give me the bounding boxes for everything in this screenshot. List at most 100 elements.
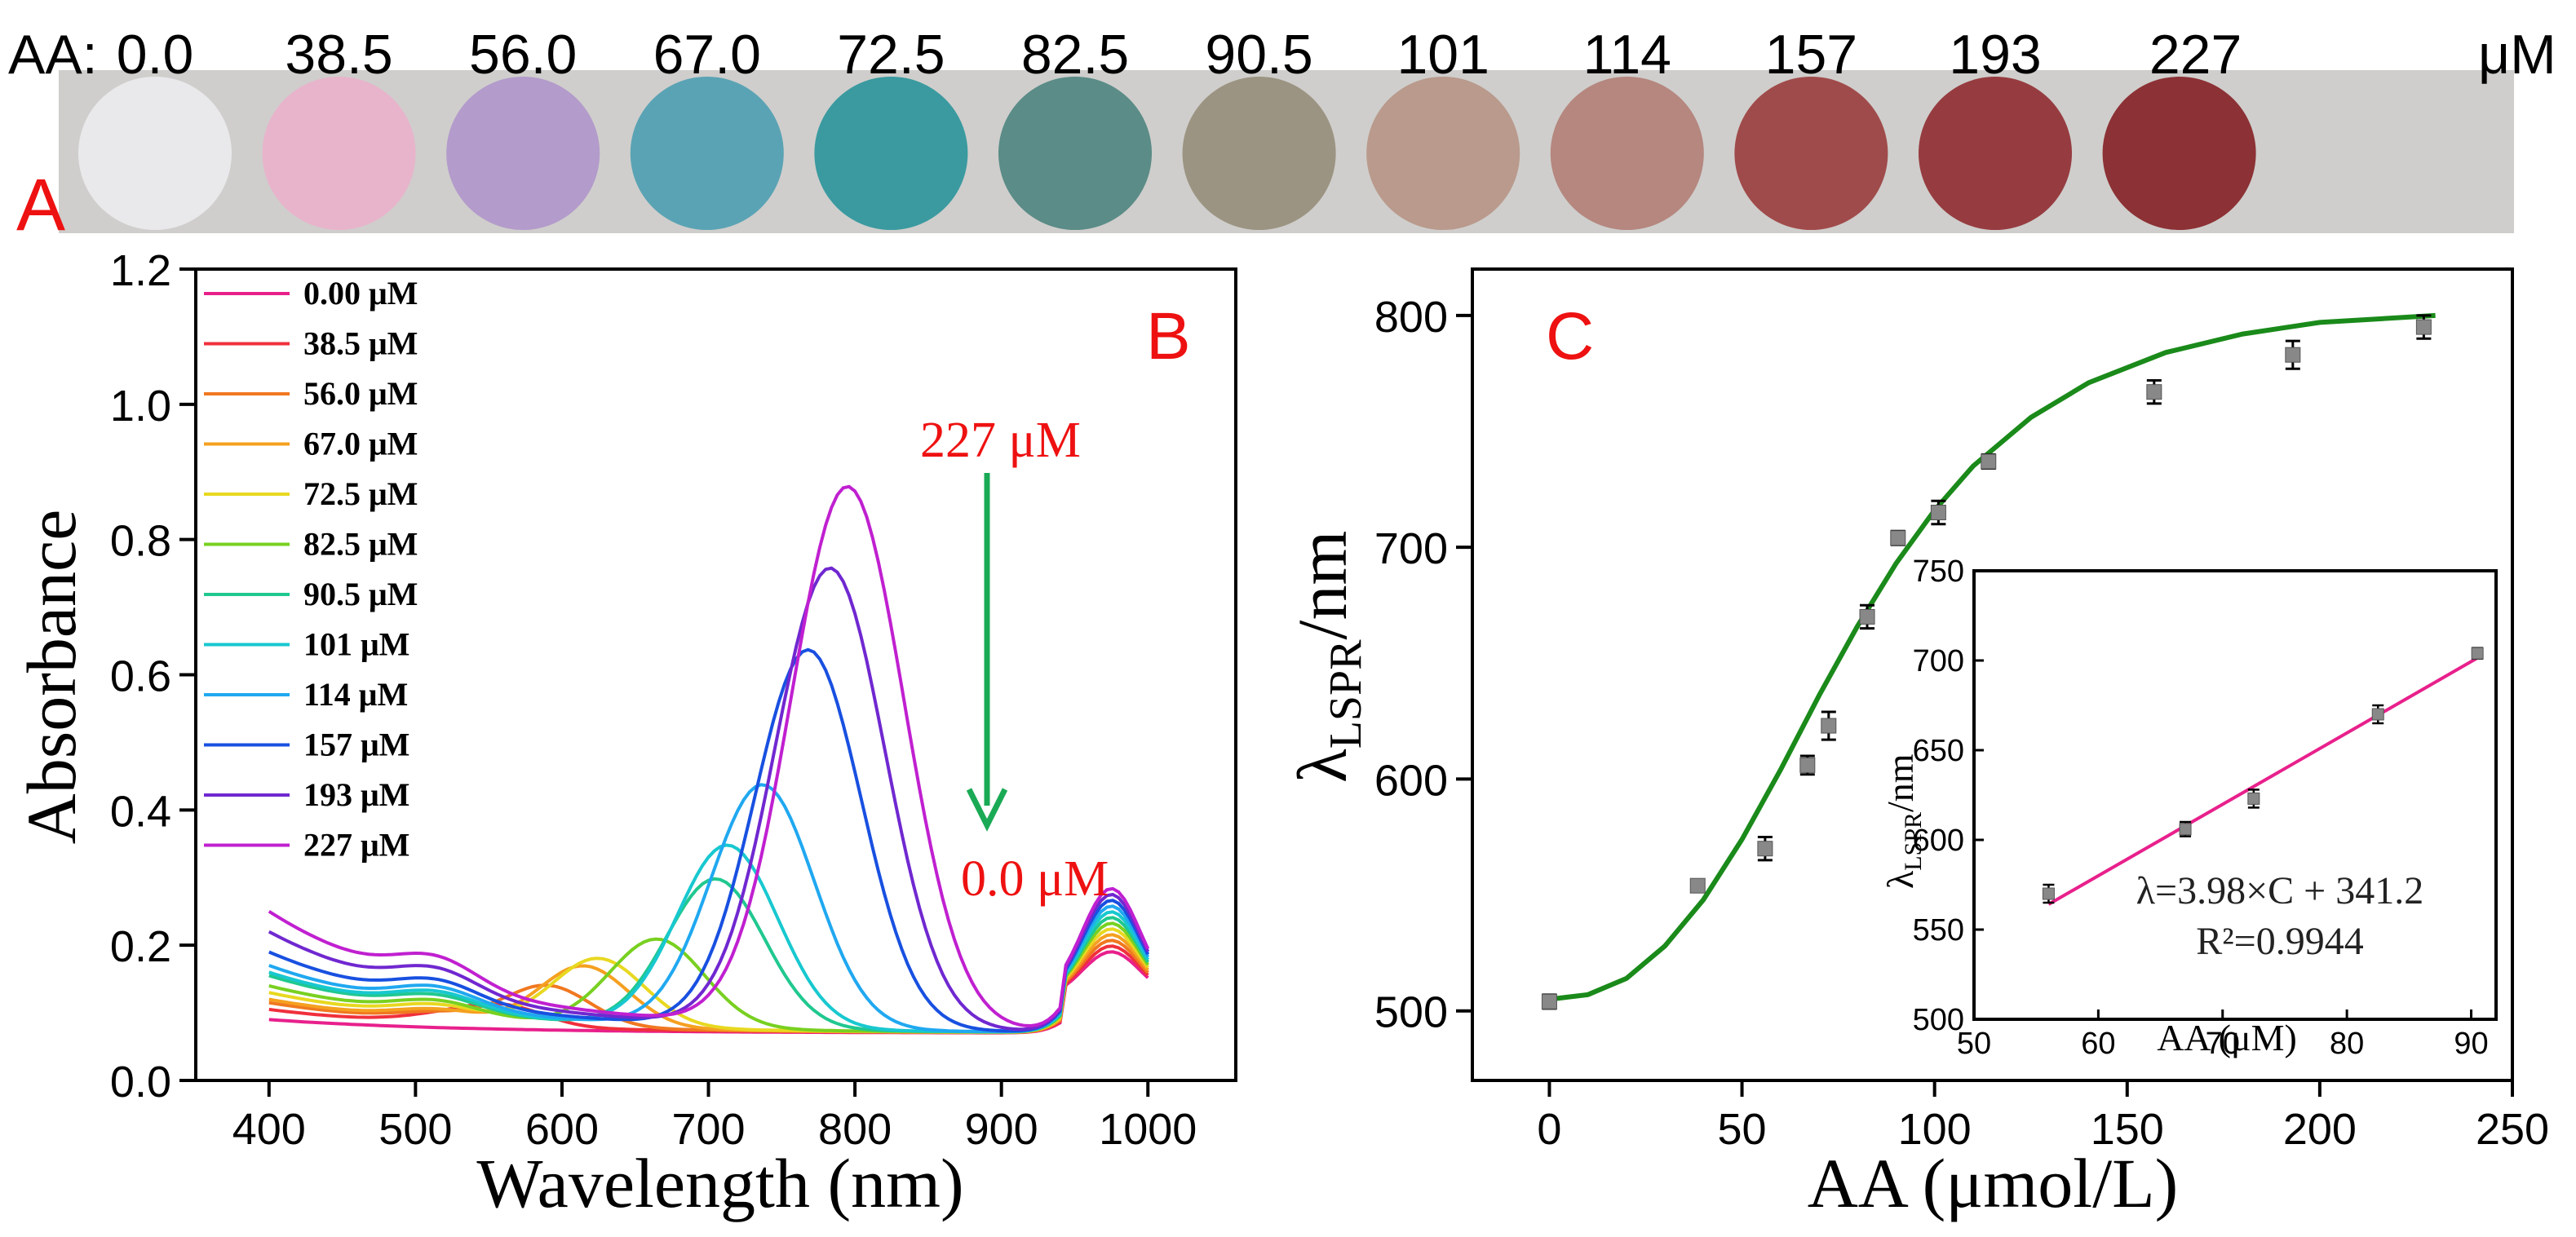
- x-tick-label: 400: [232, 1105, 306, 1154]
- sigmoid-fit-line: [1549, 312, 2436, 1002]
- inset-y-tick-label: 650: [1913, 734, 1964, 768]
- inset-x-axis-title: AA (μM): [2157, 1017, 2297, 1058]
- inset-frame: [1972, 569, 2498, 1021]
- data-point: [2146, 384, 2162, 400]
- x-tick-label: 200: [2283, 1105, 2357, 1154]
- y-tick-label: 1.0: [110, 382, 171, 431]
- y-tick-label: 1.2: [110, 246, 171, 295]
- inset-x-tick-label: 60: [2081, 1027, 2115, 1061]
- y-tick-label: 500: [1374, 988, 1448, 1037]
- paper-spot: [262, 77, 416, 230]
- legend-label: 90.5 μM: [303, 576, 418, 612]
- inset-x-tick-label: 50: [1957, 1027, 1991, 1061]
- inset-x-tick-label: 80: [2330, 1027, 2364, 1061]
- inset-y-tick-label: 550: [1913, 913, 1964, 948]
- legend-label: 67.0 μM: [303, 426, 418, 462]
- inset-y-tick-label: 700: [1913, 644, 1964, 678]
- concentration-label: 56.0: [469, 24, 577, 86]
- concentration-label: 114: [1583, 24, 1671, 86]
- panel-b-letter: B: [1146, 299, 1191, 373]
- concentration-label: 67.0: [653, 24, 761, 86]
- panel-c-frame: [1471, 267, 2514, 1082]
- y-axis-title: Absorbance: [12, 510, 91, 845]
- paper-spot: [998, 77, 1152, 230]
- data-point: [1757, 841, 1773, 857]
- x-tick-label: 150: [2091, 1105, 2164, 1154]
- concentration-label: 0.0: [117, 24, 194, 86]
- concentration-label: 90.5: [1205, 24, 1312, 86]
- y-tick-label: 0.8: [110, 517, 171, 566]
- spectrum-line: [268, 566, 1150, 1032]
- y-tick-label: 0.2: [110, 922, 171, 971]
- paper-spot: [1550, 77, 1704, 230]
- legend-label: 193 μM: [303, 776, 409, 813]
- paper-spot: [1919, 77, 2072, 230]
- data-point: [2415, 319, 2432, 335]
- legend-label: 227 μM: [303, 827, 409, 864]
- legend-label: 38.5 μM: [303, 325, 418, 362]
- y-tick-label: 700: [1374, 524, 1448, 573]
- x-tick-label: 700: [671, 1105, 745, 1154]
- x-tick-label: 800: [818, 1105, 892, 1154]
- legend-label: 56.0 μM: [303, 375, 418, 412]
- data-point: [1821, 718, 1837, 734]
- y-tick-label: 0.0: [110, 1058, 171, 1107]
- data-point: [1689, 877, 1706, 894]
- paper-spot: [78, 77, 232, 230]
- inset-y-axis-title: λLSPR/nm: [1879, 753, 1927, 889]
- concentration-label: 38.5: [285, 24, 392, 86]
- paper-spot: [814, 77, 968, 230]
- panel-a-letter: A: [16, 165, 65, 246]
- data-point: [1541, 993, 1557, 1009]
- paper-spot: [1734, 77, 1888, 230]
- y-tick-label: 0.4: [110, 787, 171, 836]
- inset-data-point: [2371, 708, 2384, 721]
- legend-label: 0.00 μM: [303, 275, 418, 311]
- paper-spot: [630, 77, 784, 230]
- spectrum-line: [268, 647, 1150, 1033]
- inset-y-tick-label: 500: [1913, 1003, 1964, 1037]
- paper-spot: [1366, 77, 1520, 230]
- x-tick-label: 250: [2476, 1105, 2549, 1154]
- annotation-top: 227 μM: [920, 413, 1081, 468]
- data-point: [1799, 757, 1816, 773]
- concentration-label: 101: [1396, 24, 1489, 86]
- data-point: [1859, 608, 1875, 625]
- fit-equation: λ=3.98×C + 341.2: [2136, 869, 2424, 912]
- inset-data-point: [2179, 823, 2192, 836]
- x-axis-title: Wavelength (nm): [476, 1144, 963, 1222]
- data-point: [1890, 530, 1906, 546]
- data-point: [2285, 347, 2301, 363]
- linear-fit-line: [2047, 656, 2479, 906]
- x-axis-title: AA (μmol/L): [1808, 1144, 2179, 1222]
- y-tick-label: 0.6: [110, 652, 171, 701]
- legend-label: 72.5 μM: [303, 475, 418, 512]
- paper-spot: [446, 77, 600, 230]
- aa-prefix: AA:: [8, 24, 98, 86]
- concentration-label: 157: [1765, 24, 1857, 86]
- data-point: [1981, 453, 1997, 470]
- y-axis-title: λLSPR/nm: [1283, 531, 1371, 783]
- x-tick-label: 500: [378, 1105, 452, 1154]
- concentration-label: 82.5: [1021, 24, 1129, 86]
- inset-data-point: [2042, 887, 2055, 900]
- panel-c-letter: C: [1546, 299, 1594, 373]
- concentration-label: 193: [1949, 24, 2041, 86]
- x-tick-label: 0: [1537, 1105, 1561, 1154]
- inset-data-point: [2471, 647, 2484, 660]
- panel-b-chart: 400 500 600 700 800 900 1000 0.0 0.2 0.4 0.6 0.8 1.0…: [12, 246, 1237, 1222]
- paper-spot: [1182, 77, 1336, 230]
- paper-spot: [2102, 77, 2256, 230]
- legend-label: 157 μM: [303, 727, 409, 763]
- inset-x-tick-label: 70: [2206, 1027, 2240, 1061]
- inset-data-point: [2247, 792, 2260, 805]
- x-tick-label: 50: [1718, 1105, 1767, 1154]
- fit-r2: R²=0.9944: [2196, 920, 2363, 963]
- x-tick-label: 100: [1898, 1105, 1972, 1154]
- legend-label: 114 μM: [303, 676, 408, 713]
- inset-y-tick-label: 600: [1913, 824, 1964, 858]
- spectrum-line: [268, 484, 1150, 1028]
- legend-label: 82.5 μM: [303, 526, 418, 563]
- legend-label: 101 μM: [303, 626, 409, 663]
- annotation-bottom: 0.0 μM: [961, 851, 1109, 907]
